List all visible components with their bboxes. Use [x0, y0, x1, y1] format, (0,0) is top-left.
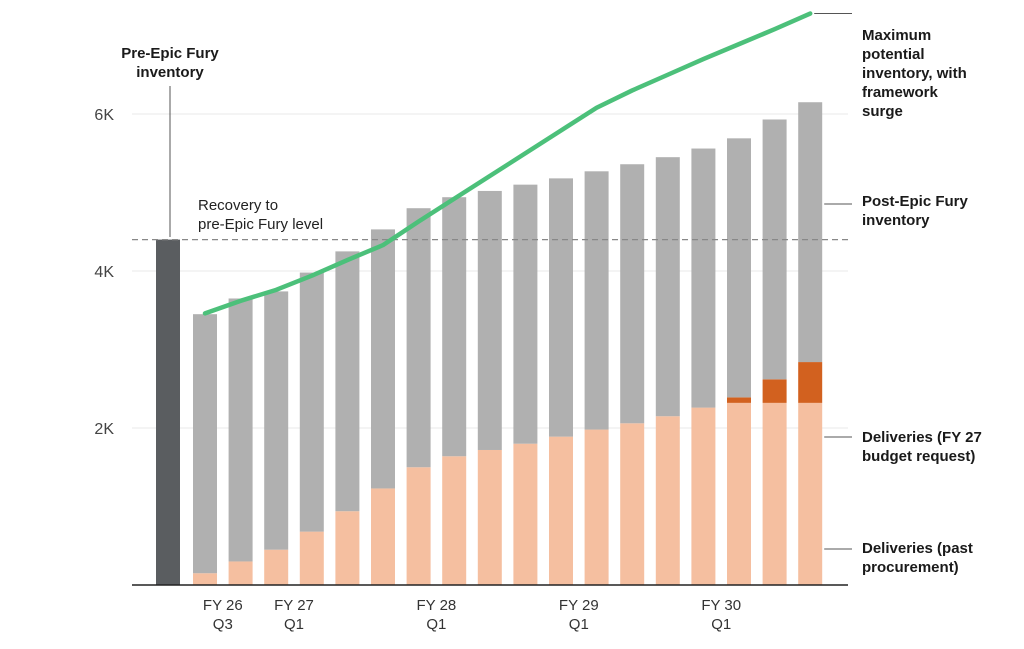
annotation-post-line1: Post-Epic Fury [862, 193, 969, 210]
annotation-budget-deliveries: Deliveries (FY 27 budget request) [862, 429, 982, 465]
bar-13-post [655, 157, 680, 417]
x-tick-label-4-line1: FY 30 [701, 597, 741, 614]
annotation-surge-line4: framework [862, 84, 939, 101]
bar-14-post [691, 148, 716, 408]
bar-2-past [264, 549, 289, 585]
bar-17-budget [798, 362, 823, 403]
x-tick-label-3-line1: FY 29 [559, 597, 599, 614]
bar-12-past [620, 423, 645, 585]
bar-9-past [513, 443, 538, 585]
annotation-pre-line2: inventory [136, 64, 204, 81]
y-tick-label-0: 2K [94, 421, 114, 438]
x-tick-label-1-line2: Q1 [284, 616, 304, 633]
bar-8-post [477, 190, 502, 450]
bar-11-past [584, 429, 609, 585]
bar-7-post [442, 197, 467, 457]
bar-0-past [193, 573, 217, 585]
bar-2-post [264, 291, 289, 550]
annotation-surge-line1: Maximum [862, 27, 931, 44]
bar-0-post [193, 314, 217, 574]
bar-1-post [228, 298, 253, 562]
bar-pre-epic-fury [156, 239, 180, 585]
annotation-past-line1: Deliveries (past [862, 540, 973, 557]
x-tick-label-3-line2: Q1 [569, 616, 589, 633]
y-tick-label-1: 4K [94, 264, 114, 281]
x-tick-label-2-line2: Q1 [426, 616, 446, 633]
bar-12-post [620, 164, 645, 424]
bar-15-post [727, 138, 751, 398]
bar-1-past [228, 561, 253, 585]
x-tick-labels: FY 26 Q3 FY 27 Q1 FY 28 Q1 FY 29 Q1 FY 30 Q1 [203, 597, 741, 633]
y-tick-labels: 2K 4K 6K [94, 107, 114, 438]
bar-3-post [299, 272, 324, 532]
y-tick-label-2: 6K [94, 107, 114, 124]
bar-4-past [335, 511, 360, 585]
x-tick-label-0-line2: Q3 [213, 616, 233, 633]
reference-label-line1: Recovery to [198, 197, 278, 214]
annotation-budget-line1: Deliveries (FY 27 [862, 429, 982, 446]
x-tick-label-0-line1: FY 26 [203, 597, 243, 614]
bar-16-past [762, 402, 787, 585]
bar-8-past [477, 449, 502, 585]
bar-14-past [691, 407, 716, 585]
bar-6-past [406, 467, 431, 585]
annotation-surge-line3: inventory, with [862, 65, 967, 82]
x-tick-label-2-line1: FY 28 [417, 597, 457, 614]
bar-6-post [406, 208, 431, 468]
reference-label-line2: pre-Epic Fury level [198, 216, 323, 233]
bar-15-past [727, 402, 751, 585]
bars [156, 102, 823, 585]
bar-11-post [584, 171, 609, 430]
annotation-leaders [169, 13, 852, 550]
annotation-pre-line1: Pre-Epic Fury [121, 45, 219, 62]
bar-17-post [798, 102, 823, 363]
annotation-past-line2: procurement) [862, 559, 959, 576]
bar-9-post [513, 184, 538, 444]
annotation-surge-line5: surge [862, 103, 903, 120]
annotation-post-line2: inventory [862, 212, 930, 229]
surge-line [202, 11, 813, 316]
bar-13-past [655, 416, 680, 585]
annotation-surge: Maximum potential inventory, with framew… [862, 27, 967, 120]
bar-10-past [549, 436, 573, 585]
bar-16-post [762, 119, 787, 380]
annotation-pre-epic-fury: Pre-Epic Fury inventory [121, 45, 219, 81]
bar-7-past [442, 456, 467, 585]
bar-10-post [549, 178, 573, 437]
bar-17-past [798, 402, 823, 585]
annotation-budget-line2: budget request) [862, 448, 975, 465]
bar-5-post [371, 229, 395, 489]
bar-4-post [335, 251, 360, 512]
bar-5-past [371, 488, 395, 585]
bar-15-budget [727, 397, 751, 403]
annotation-surge-line2: potential [862, 46, 925, 63]
x-tick-label-1-line1: FY 27 [274, 597, 314, 614]
annotation-post-epic-fury: Post-Epic Fury inventory [862, 193, 969, 229]
bar-3-past [299, 531, 324, 585]
x-tick-label-4-line2: Q1 [711, 616, 731, 633]
bar-16-budget [762, 379, 787, 403]
annotation-past-deliveries: Deliveries (past procurement) [862, 540, 973, 576]
